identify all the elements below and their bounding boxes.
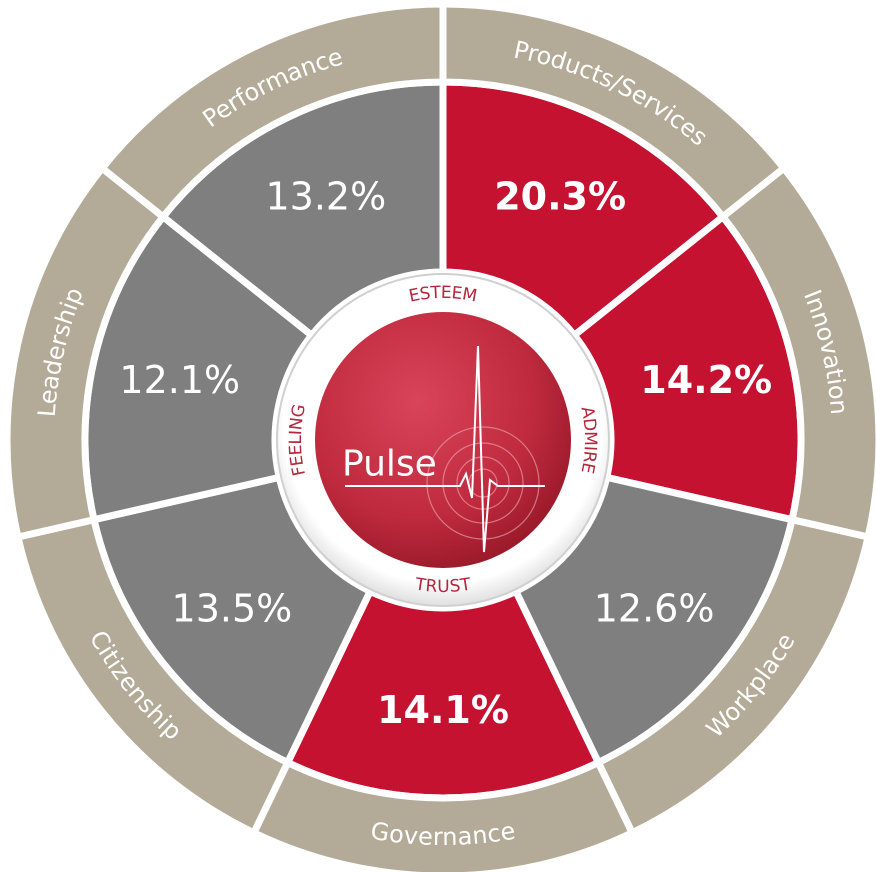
value-label: 20.3% [494, 175, 626, 219]
center-label-text: TRUST [413, 574, 473, 597]
center-label-text: ESTEEM [407, 283, 478, 307]
center-label-text: ADMIRE [576, 405, 600, 475]
ring-segment [97, 0, 447, 222]
center-label: TRUST [413, 574, 473, 597]
value-label: 12.6% [594, 586, 715, 630]
value-label: 12.1% [119, 358, 240, 402]
center-label: ESTEEM [407, 283, 478, 307]
center-disc [315, 312, 571, 568]
segments [3, 0, 876, 872]
center-title: Pulse [342, 444, 437, 485]
pulse-line [345, 345, 545, 553]
value-label: 13.5% [172, 586, 293, 630]
center-label: ADMIRE [576, 405, 600, 475]
value-label: 13.2% [265, 175, 386, 219]
value-label: 14.1% [377, 688, 509, 732]
value-label: 14.2% [640, 358, 772, 402]
